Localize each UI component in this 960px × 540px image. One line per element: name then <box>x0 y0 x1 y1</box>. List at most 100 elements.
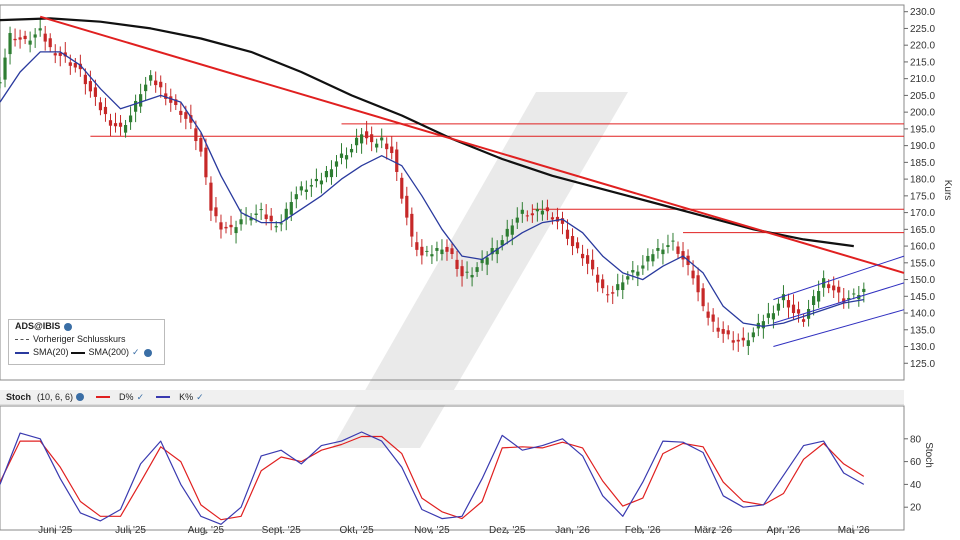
candle-body <box>445 247 449 252</box>
candle-body <box>344 155 349 160</box>
candle-body <box>570 236 575 247</box>
candle-body <box>103 106 108 115</box>
candle-body <box>485 257 489 265</box>
candle-body <box>144 84 148 92</box>
price-y-tick-label: 150.0 <box>910 275 935 286</box>
price-y-tick-label: 215.0 <box>910 57 935 68</box>
candle-body <box>646 255 650 262</box>
candle-body <box>189 115 193 123</box>
candle-body <box>284 208 288 220</box>
stoch-params: (10, 6, 6) <box>37 392 74 402</box>
candle-body <box>339 153 344 158</box>
legend-sma20: SMA(20) <box>33 347 69 357</box>
price-y-tick-label: 140.0 <box>910 309 935 320</box>
candle-body <box>832 285 836 291</box>
legend-sma200: SMA(200) <box>88 347 130 357</box>
candle-body <box>781 294 786 301</box>
x-tick-label: Juli '25 <box>115 525 146 536</box>
candle-body <box>470 274 474 278</box>
candle-body <box>420 246 424 256</box>
price-y-tick-label: 135.0 <box>910 325 935 336</box>
legend-symbol-row[interactable]: ADS@IBIS <box>9 320 164 333</box>
stoch-d-line <box>0 435 865 521</box>
price-y-axis-label: Kurs <box>942 180 953 201</box>
candle-body <box>751 332 755 338</box>
candle-body <box>360 134 364 144</box>
candle-body <box>827 284 831 289</box>
candle-body <box>224 226 228 229</box>
watermark-slash <box>332 92 628 448</box>
candle-body <box>209 182 213 211</box>
check-icon[interactable]: ✓ <box>196 391 204 402</box>
price-y-tick-label: 205.0 <box>910 91 935 102</box>
candle-body <box>314 178 318 182</box>
x-tick-label: Nov. '25 <box>414 525 450 536</box>
price-panel-frame <box>0 4 905 381</box>
candle-body <box>505 228 509 237</box>
candle-body <box>636 271 640 276</box>
d-swatch <box>96 396 111 399</box>
candle-body <box>410 213 414 237</box>
sma20-line <box>0 51 864 328</box>
candle-body <box>696 275 700 293</box>
candle-body <box>786 300 791 308</box>
price-y-tick-label: 160.0 <box>910 242 935 253</box>
settings-icon[interactable] <box>143 348 152 357</box>
candle-body <box>450 248 454 255</box>
candle-body <box>229 224 233 228</box>
candle-body <box>385 143 389 150</box>
candle-body <box>801 319 806 322</box>
candle-body <box>515 217 519 223</box>
stoch-y-axis-label: Stoch <box>923 442 934 468</box>
candle-body <box>204 147 208 178</box>
stoch-panel-frame <box>0 405 905 531</box>
candle-body <box>806 308 811 319</box>
candle-body <box>375 143 379 148</box>
candle-body <box>721 329 725 334</box>
candle-body <box>847 297 851 300</box>
x-tick-label: Aug. '25 <box>188 525 225 536</box>
candle-body <box>334 161 339 167</box>
candle-body <box>525 215 529 217</box>
candle-body <box>520 209 524 214</box>
candle-body <box>586 255 590 264</box>
price-y-tick-label: 155.0 <box>910 258 935 269</box>
candle-body <box>134 100 138 112</box>
candle-body <box>108 120 113 126</box>
candle-body <box>862 288 866 293</box>
stoch-y-tick-label: 80 <box>910 434 922 445</box>
candle-body <box>601 279 605 289</box>
candle-body <box>510 225 514 235</box>
candle-body <box>254 213 258 215</box>
price-y-tick-label: 230.0 <box>910 7 935 18</box>
settings-icon[interactable] <box>64 322 73 331</box>
price-y-tick-label: 185.0 <box>910 158 935 169</box>
candle-body <box>239 219 243 225</box>
candle-body <box>621 282 625 290</box>
candle-body <box>23 35 27 40</box>
price-y-tick-label: 170.0 <box>910 208 935 219</box>
candle-body <box>128 115 133 123</box>
check-icon[interactable]: ✓ <box>132 347 140 357</box>
settings-icon[interactable] <box>76 393 85 401</box>
candle-body <box>641 265 645 269</box>
price-y-tick-label: 200.0 <box>910 108 935 119</box>
x-tick-label: Mai '26 <box>838 525 870 536</box>
candle-body <box>400 177 404 199</box>
candle-body <box>184 112 188 119</box>
candle-body <box>656 248 660 251</box>
x-tick-label: Apr. '26 <box>767 525 801 536</box>
candle-body <box>405 195 409 218</box>
legend-prev-close-row[interactable]: Vorheriger Schlusskurs <box>9 333 164 346</box>
candle-body <box>390 146 394 154</box>
stoch-k-line <box>0 431 865 525</box>
check-icon[interactable]: ✓ <box>136 391 145 402</box>
candle-body <box>380 137 384 141</box>
candle-body <box>475 267 479 272</box>
candle-body <box>249 218 253 221</box>
candle-body <box>395 149 399 172</box>
candle-body <box>169 96 173 103</box>
candle-body <box>279 223 283 225</box>
legend-sma-row: SMA(20) SMA(200) ✓ <box>9 346 164 359</box>
candle-body <box>113 123 118 127</box>
